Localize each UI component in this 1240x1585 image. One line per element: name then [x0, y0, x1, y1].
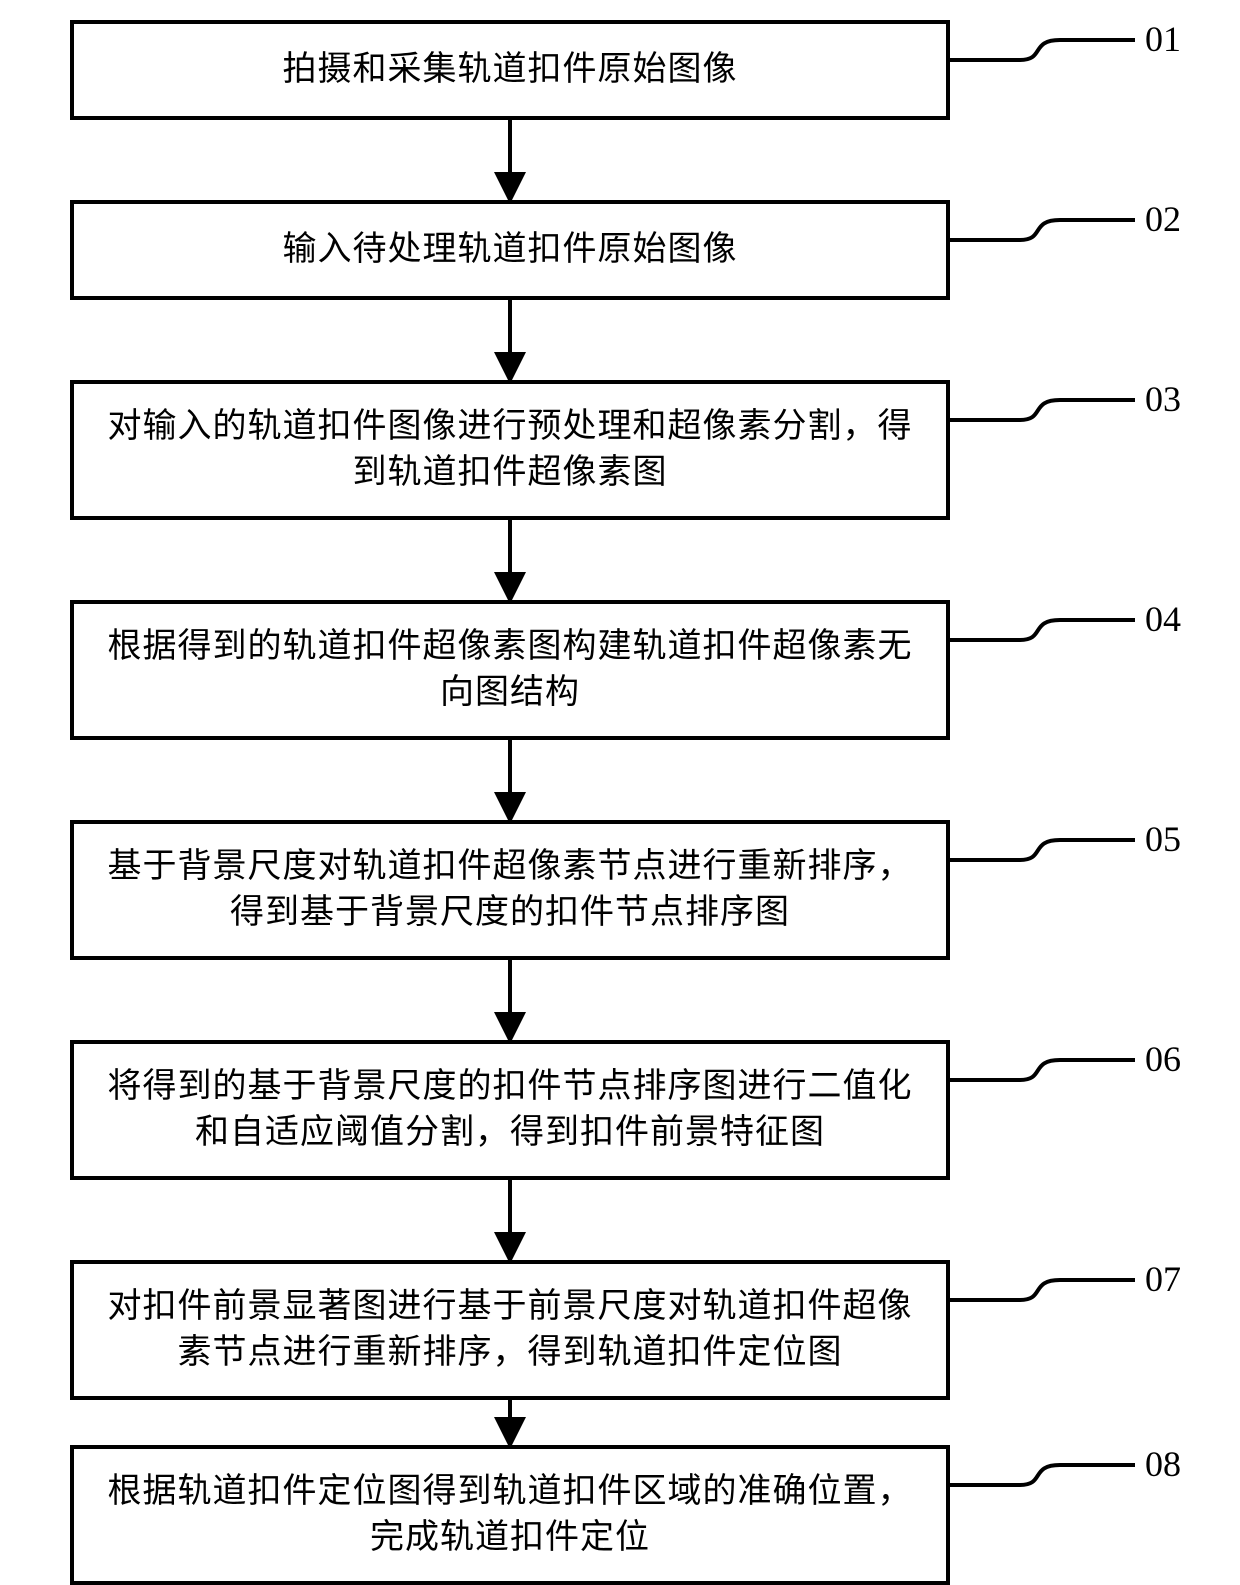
flowchart-node: 根据轨道扣件定位图得到轨道扣件区域的准确位置，完成轨道扣件定位 [70, 1445, 950, 1585]
flowchart-node: 输入待处理轨道扣件原始图像 [70, 200, 950, 300]
flowchart-node: 拍摄和采集轨道扣件原始图像 [70, 20, 950, 120]
step-label: 06 [1145, 1038, 1181, 1080]
flowchart-node: 基于背景尺度对轨道扣件超像素节点进行重新排序，得到基于背景尺度的扣件节点排序图 [70, 820, 950, 960]
label-connector [950, 1060, 1135, 1080]
node-text: 对输入的轨道扣件图像进行预处理和超像素分割，得到轨道扣件超像素图 [98, 404, 922, 496]
node-text: 输入待处理轨道扣件原始图像 [283, 227, 738, 273]
node-text: 拍摄和采集轨道扣件原始图像 [283, 47, 738, 93]
label-connector [950, 400, 1135, 420]
flowchart-canvas: 拍摄和采集轨道扣件原始图像输入待处理轨道扣件原始图像对输入的轨道扣件图像进行预处… [0, 0, 1240, 1585]
label-connector [950, 840, 1135, 860]
step-label: 08 [1145, 1443, 1181, 1485]
label-connector [950, 1465, 1135, 1485]
node-text: 将得到的基于背景尺度的扣件节点排序图进行二值化和自适应阈值分割，得到扣件前景特征… [98, 1064, 922, 1156]
label-connector [950, 1280, 1135, 1300]
flowchart-node: 根据得到的轨道扣件超像素图构建轨道扣件超像素无向图结构 [70, 600, 950, 740]
node-text: 对扣件前景显著图进行基于前景尺度对轨道扣件超像素节点进行重新排序，得到轨道扣件定… [98, 1284, 922, 1376]
label-connector [950, 220, 1135, 240]
step-label: 04 [1145, 598, 1181, 640]
step-label: 07 [1145, 1258, 1181, 1300]
flowchart-node: 对输入的轨道扣件图像进行预处理和超像素分割，得到轨道扣件超像素图 [70, 380, 950, 520]
node-text: 基于背景尺度对轨道扣件超像素节点进行重新排序，得到基于背景尺度的扣件节点排序图 [98, 844, 922, 936]
step-label: 01 [1145, 18, 1181, 60]
flowchart-node: 对扣件前景显著图进行基于前景尺度对轨道扣件超像素节点进行重新排序，得到轨道扣件定… [70, 1260, 950, 1400]
node-text: 根据轨道扣件定位图得到轨道扣件区域的准确位置，完成轨道扣件定位 [98, 1469, 922, 1561]
flowchart-node: 将得到的基于背景尺度的扣件节点排序图进行二值化和自适应阈值分割，得到扣件前景特征… [70, 1040, 950, 1180]
node-text: 根据得到的轨道扣件超像素图构建轨道扣件超像素无向图结构 [98, 624, 922, 716]
label-connector [950, 40, 1135, 60]
label-connector [950, 620, 1135, 640]
step-label: 03 [1145, 378, 1181, 420]
step-label: 02 [1145, 198, 1181, 240]
step-label: 05 [1145, 818, 1181, 860]
